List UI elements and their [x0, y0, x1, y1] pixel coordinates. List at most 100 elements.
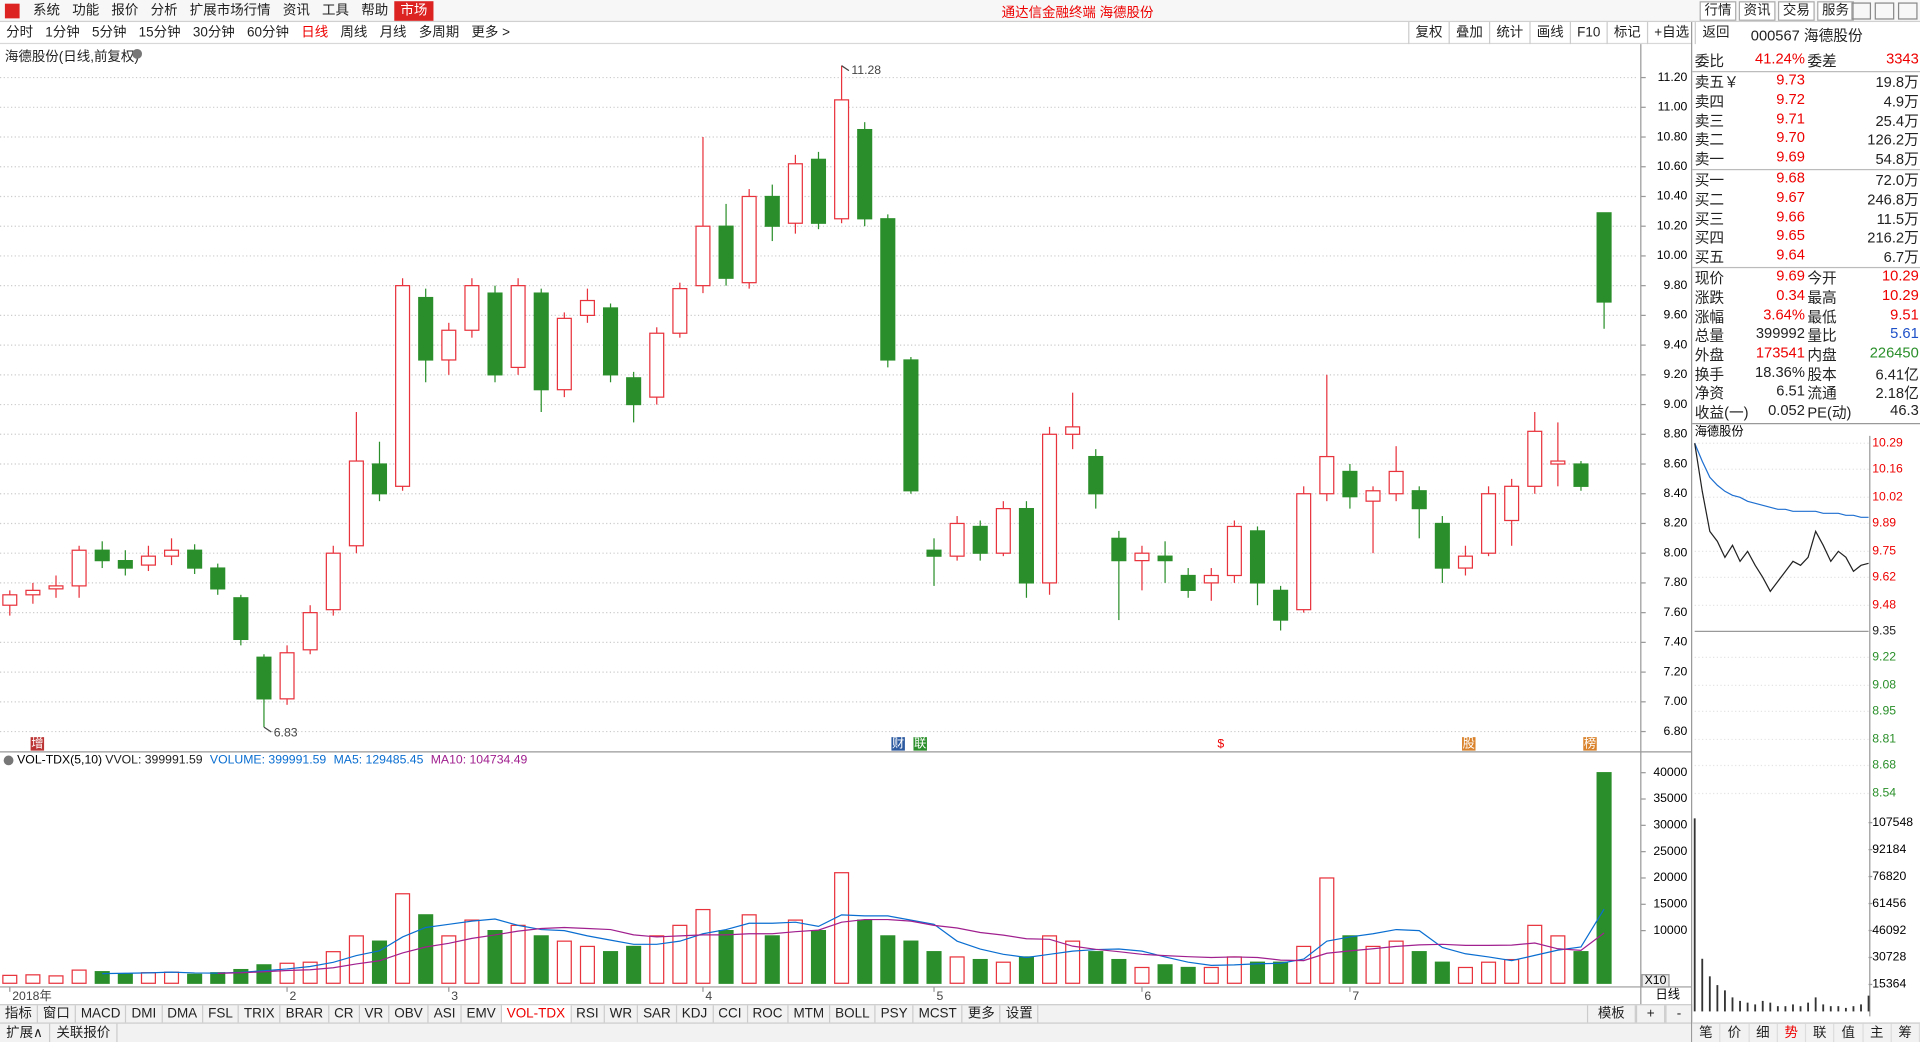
top-tab[interactable]: 资讯: [1738, 1, 1776, 21]
stat-value: 0.34: [1776, 286, 1805, 304]
footer-item[interactable]: 关联报价: [50, 1023, 118, 1042]
indicator-tab[interactable]: PSY: [876, 1005, 914, 1023]
indicator-tab[interactable]: FSL: [203, 1005, 240, 1023]
indicator-tab[interactable]: DMI: [127, 1005, 163, 1023]
candle-body: [857, 128, 873, 220]
menu-item[interactable]: 分析: [150, 3, 178, 18]
side-tab[interactable]: 势: [1778, 1023, 1807, 1042]
volume-bar: [579, 945, 595, 984]
volume-bar: [464, 919, 480, 984]
volume-bar: [187, 973, 203, 984]
period-tab[interactable]: 分时: [6, 25, 34, 40]
indicator-tab[interactable]: MTM: [789, 1005, 831, 1023]
close-button[interactable]: [1897, 2, 1918, 20]
side-tab[interactable]: 笔: [1692, 1023, 1721, 1042]
footer-item[interactable]: 扩展∧: [0, 1023, 51, 1042]
indicator-tab[interactable]: 指标: [0, 1005, 38, 1023]
template-button[interactable]: +: [1635, 1005, 1666, 1023]
tool-button[interactable]: 叠加: [1448, 22, 1489, 45]
menu-bar: 系统 功能 报价 分析 扩展市场行情 资讯 工具 帮助 市场 通达信金融终端 海德股份 行情资…: [0, 0, 1920, 23]
indicator-tab[interactable]: VR: [360, 1005, 390, 1023]
indicator-tab[interactable]: MCST: [914, 1005, 963, 1023]
market-tab[interactable]: 市场: [394, 0, 434, 21]
y-tick-label: 10.20: [1657, 218, 1688, 232]
tool-button[interactable]: 统计: [1488, 22, 1529, 45]
indicator-tab[interactable]: CCI: [713, 1005, 748, 1023]
candle-body: [48, 585, 64, 590]
y-tick-label: 10000: [1653, 923, 1687, 937]
title-menu-icon[interactable]: [132, 48, 143, 59]
menu-item[interactable]: 系统: [33, 3, 61, 18]
tool-button[interactable]: 返回: [1695, 22, 1735, 45]
template-button[interactable]: 模板: [1586, 1005, 1636, 1023]
top-tab[interactable]: 行情: [1699, 1, 1737, 21]
row-separator: [1692, 266, 1920, 268]
period-tab[interactable]: 1分钟: [45, 25, 80, 40]
y-tick-label: 9.20: [1664, 367, 1688, 381]
indicator-tab[interactable]: SAR: [638, 1005, 677, 1023]
side-tab[interactable]: 筹: [1892, 1023, 1920, 1042]
indicator-tab[interactable]: ROC: [748, 1005, 789, 1023]
y-tick-label: 11.00: [1658, 100, 1688, 114]
side-tab[interactable]: 联: [1806, 1023, 1835, 1042]
menu-item[interactable]: 扩展市场行情: [189, 3, 271, 18]
period-tab[interactable]: 日线: [301, 25, 329, 40]
event-marker: [1583, 737, 1597, 751]
indicator-tab[interactable]: CR: [329, 1005, 360, 1023]
tool-button[interactable]: 画线: [1529, 22, 1569, 45]
x-tick-label: 2018年: [12, 989, 51, 1003]
menu-item[interactable]: 功能: [72, 3, 100, 18]
candle-body: [418, 296, 434, 361]
menu-item[interactable]: 工具: [322, 3, 349, 18]
volume-legend: MA10: 104734.49: [431, 753, 528, 767]
indicator-tab[interactable]: MACD: [76, 1005, 127, 1023]
period-tab[interactable]: 15分钟: [138, 25, 181, 40]
indicator-tab[interactable]: 窗口: [38, 1005, 76, 1023]
menu-item[interactable]: 资讯: [282, 3, 310, 18]
period-tab[interactable]: 5分钟: [91, 25, 127, 40]
side-tab[interactable]: 细: [1749, 1023, 1778, 1042]
indicator-tab[interactable]: WR: [605, 1005, 639, 1023]
indicator-tab[interactable]: ASI: [429, 1005, 462, 1023]
tool-button[interactable]: 复权: [1408, 22, 1448, 45]
tool-button[interactable]: F10: [1569, 22, 1607, 45]
volume-bar: [834, 872, 850, 984]
candle-body: [25, 589, 41, 596]
side-tab[interactable]: 价: [1721, 1023, 1750, 1042]
indicator-tab[interactable]: OBV: [389, 1005, 429, 1023]
period-tab[interactable]: 月线: [379, 25, 407, 40]
indicator-tab[interactable]: TRIX: [239, 1005, 281, 1023]
tool-button[interactable]: +自选: [1646, 22, 1695, 45]
candle-body: [1527, 430, 1543, 487]
restore-button[interactable]: [1874, 2, 1895, 20]
indicator-tab[interactable]: 更多: [963, 1005, 1001, 1023]
quote-row: 买三 9.66 11.5万: [1692, 208, 1920, 228]
indicator-tab[interactable]: RSI: [571, 1005, 605, 1023]
side-tab[interactable]: 值: [1835, 1023, 1864, 1042]
candle-body: [810, 158, 827, 224]
indicator-tab[interactable]: BRAR: [281, 1005, 330, 1023]
period-tab[interactable]: 多周期: [418, 25, 460, 40]
period-tab[interactable]: 周线: [340, 25, 368, 40]
top-tab[interactable]: 交易: [1777, 1, 1815, 21]
indicator-tab[interactable]: DMA: [162, 1005, 204, 1023]
indicator-tab[interactable]: BOLL: [830, 1005, 876, 1023]
volume-menu-icon[interactable]: [3, 755, 14, 766]
period-tab[interactable]: 60分钟: [247, 25, 289, 40]
period-tab[interactable]: 30分钟: [192, 25, 235, 40]
indicator-tab[interactable]: VOL-TDX: [501, 1005, 572, 1023]
indicator-tab[interactable]: 设置: [1001, 1005, 1039, 1023]
period-tab[interactable]: 更多 >: [471, 25, 510, 40]
candle-body: [1481, 493, 1497, 554]
volume-bar: [1203, 966, 1219, 984]
minimize-button[interactable]: [1851, 2, 1872, 20]
tool-button[interactable]: 标记: [1606, 22, 1646, 45]
book-label: 买二: [1694, 190, 1725, 209]
menu-item[interactable]: 帮助: [361, 3, 389, 18]
indicator-tab[interactable]: EMV: [462, 1005, 502, 1023]
indicator-tab[interactable]: KDJ: [677, 1005, 714, 1023]
candle-body: [764, 195, 780, 227]
menu-item[interactable]: 报价: [111, 3, 139, 18]
side-tab[interactable]: 主: [1863, 1023, 1892, 1042]
top-tab[interactable]: 服务: [1817, 1, 1854, 21]
